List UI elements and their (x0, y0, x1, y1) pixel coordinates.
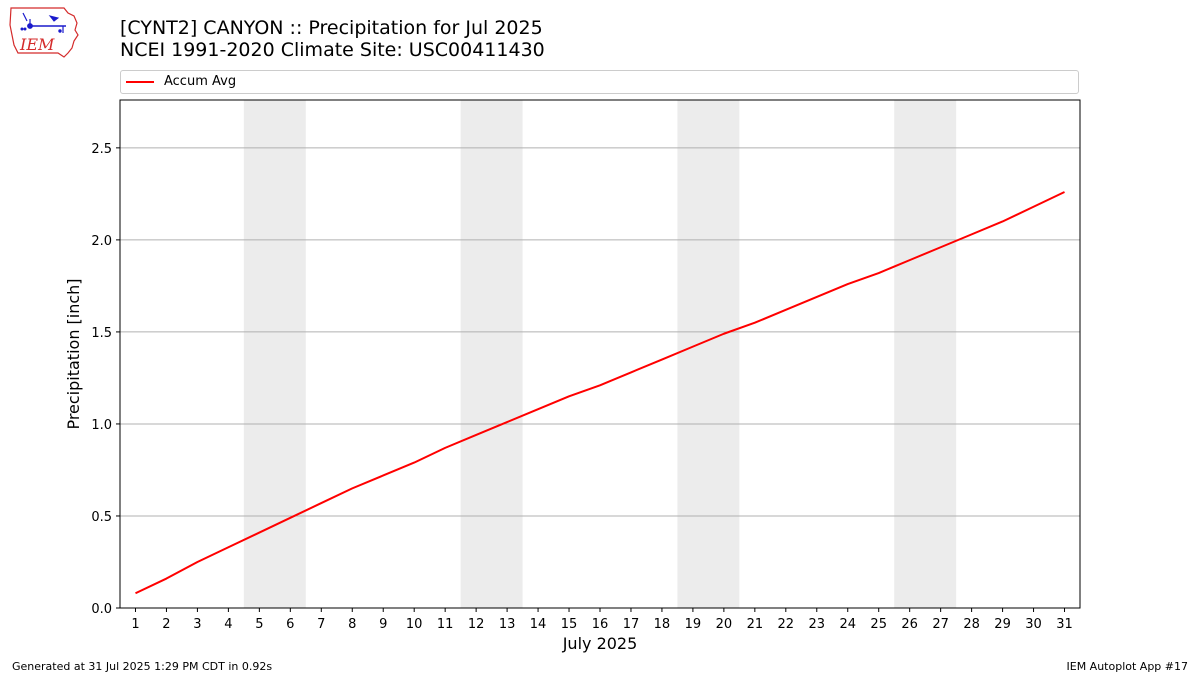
y-axis-label: Precipitation [inch] (64, 278, 83, 429)
series-points (135, 192, 1065, 594)
x-tick-label: 26 (901, 617, 918, 632)
y-tick-label: 0.0 (91, 602, 112, 617)
x-tick-label: 3 (193, 617, 201, 632)
legend: Accum Avg (120, 70, 1079, 94)
y-axis-ticks: 0.0 0.5 1.0 1.5 2.0 2.5 (91, 142, 120, 617)
x-tick-label: 1 (131, 617, 139, 632)
y-tick-label: 1.0 (91, 418, 112, 433)
y-tick-label: 2.5 (91, 142, 112, 157)
footer-app: IEM Autoplot App #17 (1066, 660, 1189, 673)
x-tick-label: 5 (255, 617, 263, 632)
series-line (135, 191, 1065, 595)
x-tick-label: 7 (317, 617, 325, 632)
x-tick-label: 4 (224, 617, 232, 632)
x-tick-label: 31 (1056, 617, 1073, 632)
x-tick-label: 21 (747, 617, 764, 632)
y-tick-label: 0.5 (91, 510, 112, 525)
x-tick-label: 6 (286, 617, 294, 632)
x-tick-label: 25 (870, 617, 887, 632)
weekend-shade (677, 100, 740, 608)
weather-station-icon (20, 12, 66, 33)
x-tick-label: 23 (809, 617, 826, 632)
iem-logo: IEM (9, 7, 79, 58)
gridlines (120, 147, 1080, 517)
chart-title: [CYNT2] CANYON :: Precipitation for Jul … (120, 17, 543, 39)
logo-text: IEM (19, 35, 55, 54)
x-tick-label: 29 (994, 617, 1011, 632)
x-tick-label: 30 (1025, 617, 1042, 632)
plot-frame (119, 99, 1081, 609)
series-lines (135, 191, 1065, 595)
x-tick-label: 12 (468, 617, 485, 632)
x-tick-label: 2 (162, 617, 170, 632)
y-tick-label: 2.0 (91, 234, 112, 249)
legend-swatch (126, 81, 154, 83)
x-tick-label: 24 (839, 617, 856, 632)
x-tick-label: 17 (623, 617, 640, 632)
x-tick-label: 20 (716, 617, 733, 632)
x-tick-label: 11 (437, 617, 454, 632)
x-tick-label: 19 (685, 617, 702, 632)
x-tick-label: 14 (530, 617, 547, 632)
x-tick-label: 16 (592, 617, 609, 632)
footer-generated: Generated at 31 Jul 2025 1:29 PM CDT in … (12, 660, 273, 673)
weekend-shading (243, 100, 957, 608)
weekend-shade (243, 100, 306, 608)
chart-subtitle: NCEI 1991-2020 Climate Site: USC00411430 (120, 39, 545, 61)
x-tick-label: 13 (499, 617, 516, 632)
x-tick-label: 28 (963, 617, 980, 632)
x-tick-label: 27 (932, 617, 949, 632)
weekend-shade (460, 100, 523, 608)
x-tick-label: 9 (379, 617, 387, 632)
x-tick-label: 10 (406, 617, 423, 632)
x-axis-label: July 2025 (562, 634, 638, 653)
x-tick-label: 8 (348, 617, 356, 632)
y-tick-label: 1.5 (91, 326, 112, 341)
x-axis-ticks: 1 2 3 4 5 6 7 8 9 10 11 12 13 14 15 16 17 18 19 20 21 22 23 24 2… (131, 608, 1073, 632)
x-tick-label: 18 (654, 617, 671, 632)
x-tick-label: 22 (778, 617, 795, 632)
x-tick-label: 15 (561, 617, 578, 632)
legend-label: Accum Avg (164, 74, 237, 89)
weekend-shade (894, 100, 957, 608)
